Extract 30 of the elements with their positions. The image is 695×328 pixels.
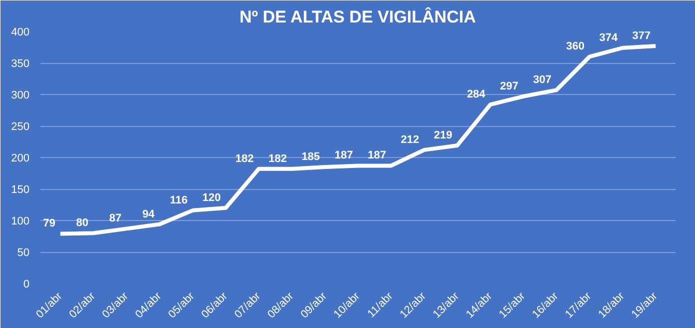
data-label: 185 — [302, 150, 320, 163]
data-label: 79 — [43, 218, 56, 230]
data-label: 212 — [400, 134, 420, 146]
data-label: 182 — [235, 152, 254, 165]
y-tick-label: 100 — [11, 216, 30, 228]
data-label: 120 — [202, 192, 221, 204]
data-label: 297 — [500, 80, 518, 92]
y-tick-label: 400 — [11, 26, 30, 38]
data-label: 182 — [268, 152, 287, 165]
data-label: 284 — [466, 88, 486, 101]
data-label: 377 — [632, 30, 651, 42]
line-series — [58, 44, 658, 236]
chart-title: Nº DE ALTAS DE VIGILÂNCIA — [240, 6, 476, 26]
data-label: 374 — [599, 32, 618, 44]
y-tick-label: 250 — [11, 121, 30, 133]
y-tick-label: 150 — [11, 184, 30, 196]
data-label: 187 — [368, 150, 386, 162]
y-tick-label: 300 — [11, 90, 30, 102]
data-label: 307 — [533, 74, 552, 86]
data-label: 187 — [334, 150, 354, 162]
y-tick-label: 350 — [11, 58, 30, 70]
data-label: 360 — [566, 40, 585, 53]
data-label: 80 — [76, 217, 88, 230]
y-tick-label: 0 — [23, 278, 30, 290]
data-label: 94 — [142, 208, 156, 220]
y-tick-label: 50 — [17, 247, 30, 259]
data-label: 116 — [170, 194, 188, 206]
data-label: 87 — [109, 212, 122, 225]
data-label: 219 — [434, 130, 452, 142]
y-tick-label: 200 — [11, 152, 30, 164]
